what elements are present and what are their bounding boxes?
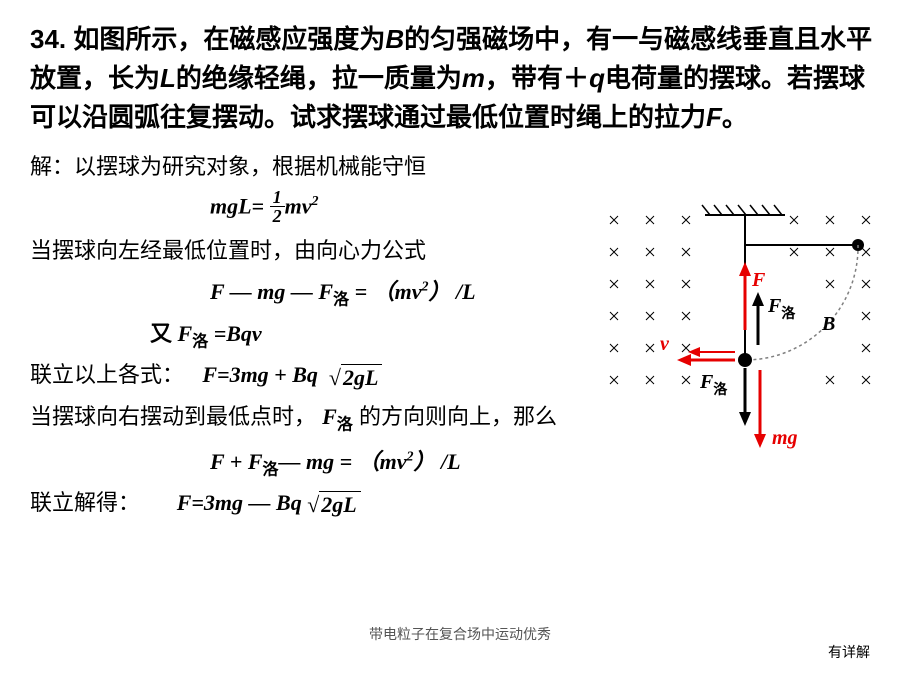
eq3sub: 洛	[192, 333, 208, 350]
eq-result-2: F=3mg — Bq √2gL	[177, 490, 361, 515]
l5b: 的方向则向上，那么	[353, 404, 557, 429]
eq1l: mgL=	[210, 194, 264, 219]
label-mg: mg	[772, 427, 798, 449]
var-m: m	[462, 63, 485, 93]
rad1: 2gL	[341, 364, 382, 390]
eq2b: = （mv	[349, 279, 421, 304]
label-v: v	[660, 333, 670, 355]
sol-line-2: 当摆球向左经最低位置时，由向心力公式	[30, 233, 590, 268]
l3p: 又	[150, 321, 178, 346]
footer-center: 带电粒子在复合场中运动优秀	[369, 624, 551, 644]
l4: 联立以上各式：	[30, 362, 184, 387]
eq-centripetal-2: F + F洛— mg = （mv2） /L	[30, 444, 590, 479]
pendulum-diagram: F F洛 v F洛 mg B	[600, 200, 890, 460]
eq5c: ） /L	[414, 449, 461, 474]
problem-statement: 34. 如图所示，在磁感应强度为B的匀强磁场中，有一与磁感线垂直且水平放置，长为…	[30, 20, 890, 137]
eq2sup: 2	[422, 280, 429, 295]
eq-result-1: F=3mg + Bq √2gL	[202, 362, 382, 387]
sqrt-2: √2gL	[307, 487, 361, 522]
eq-lorentz: 又 F洛 =Bqv	[30, 316, 590, 351]
label-Flo-up: F洛	[767, 295, 796, 322]
eq5sub: 洛	[263, 461, 279, 478]
var-F: F	[706, 102, 722, 132]
t5: 。	[722, 102, 748, 132]
sol-line-4: 联立以上各式： F=3mg + Bq √2gL	[30, 357, 590, 395]
l5F: F	[322, 404, 337, 429]
sol-line-6: 联立解得： F=3mg — Bq √2gL	[30, 485, 590, 523]
eq1sup: 2	[311, 194, 318, 209]
footer-right: 有详解	[828, 642, 870, 662]
eq2a: F — mg — F	[210, 279, 333, 304]
eq5b: — mg = （mv	[279, 449, 407, 474]
eq5sup: 2	[407, 449, 414, 464]
eq1r: mv	[285, 194, 312, 219]
eq4a: F=3mg + Bq	[202, 362, 318, 387]
sqrt-1: √2gL	[329, 360, 383, 395]
eq3b: =Bqv	[208, 321, 261, 346]
eq-centripetal-1: F — mg — F洛 = （mv2） /L	[30, 274, 590, 309]
l5a: 当摆球向右摆动到最低点时，	[30, 404, 322, 429]
t0: 如图所示，在磁感应强度为	[66, 24, 385, 54]
eq3a: F	[178, 321, 193, 346]
eq6a: F=3mg — Bq	[177, 490, 302, 515]
label-F: F	[751, 269, 766, 291]
l5sub: 洛	[337, 416, 353, 433]
problem-number: 34.	[30, 24, 66, 54]
eq-energy: mgL= 1 2 mv2	[30, 190, 590, 227]
var-L: L	[160, 63, 176, 93]
rad2: 2gL	[319, 491, 360, 517]
eq2c: ） /L	[429, 279, 476, 304]
eq2sub: 洛	[333, 292, 349, 309]
var-B: B	[385, 24, 404, 54]
eq5a: F + F	[210, 449, 263, 474]
t2: 的绝缘轻绳，拉一质量为	[176, 63, 462, 93]
l6: 联立解得：	[30, 490, 140, 515]
label-Flo-dn: F洛	[699, 371, 728, 398]
label-B: B	[821, 313, 835, 335]
t3: ，带有＋	[485, 63, 589, 93]
frac-half: 1 2	[270, 188, 285, 225]
sol-line-1: 解：以摆球为研究对象，根据机械能守恒	[30, 149, 590, 184]
var-q: q	[589, 63, 605, 93]
num: 1	[270, 188, 285, 207]
solution-block: 解：以摆球为研究对象，根据机械能守恒 mgL= 1 2 mv2 当摆球向左经最低…	[30, 149, 590, 523]
den: 2	[270, 207, 285, 225]
